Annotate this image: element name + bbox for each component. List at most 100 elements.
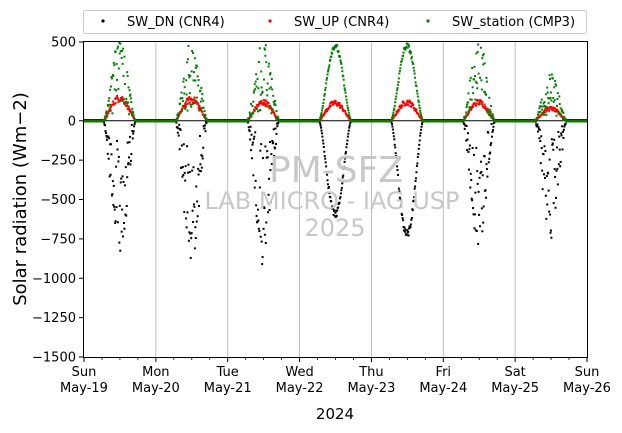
sw-station-point: [129, 97, 132, 100]
sw-station-point: [555, 84, 558, 87]
sw-dn-point: [479, 172, 482, 175]
sw-station-point: [125, 97, 128, 100]
sw-dn-point: [348, 124, 351, 127]
sw-dn-point: [270, 163, 273, 166]
sw-up-point: [126, 102, 129, 105]
sw-dn-point: [184, 165, 187, 168]
sw-dn-point: [270, 153, 273, 156]
sw-dn-point: [180, 144, 183, 147]
sw-station-point: [248, 118, 251, 121]
sw-station-point: [119, 50, 122, 53]
y-tick-label: −250: [40, 154, 76, 169]
sw-station-point: [194, 79, 197, 82]
sw-station-point: [193, 57, 196, 60]
sw-dn-point: [274, 143, 277, 146]
sw-station-point: [482, 63, 485, 66]
sw-up-point: [475, 104, 478, 107]
sw-up-point: [328, 106, 331, 109]
sw-station-point: [126, 74, 129, 77]
x-axis-title: 2024: [316, 405, 354, 423]
sw-station-point: [177, 113, 180, 116]
sw-station-point: [278, 119, 281, 122]
legend-marker-sw-up: [268, 19, 272, 23]
sw-dn-point: [334, 215, 337, 218]
sw-station-point: [320, 112, 323, 115]
sw-dn-point: [563, 125, 566, 128]
sw-station-point: [267, 65, 270, 68]
sw-dn-point: [543, 176, 546, 179]
sw-dn-point: [190, 232, 193, 235]
sw-dn-point: [563, 124, 566, 127]
sw-dn-point: [394, 146, 397, 149]
sw-station-point: [113, 88, 116, 91]
sw-dn-point: [561, 148, 564, 151]
sw-dn-point: [121, 208, 124, 211]
sw-dn-point: [558, 148, 561, 151]
sw-up-point: [392, 117, 395, 120]
sw-dn-point: [413, 187, 416, 190]
sw-up-point: [466, 113, 469, 116]
sw-station-point: [319, 115, 322, 118]
sw-station-point: [468, 106, 471, 109]
sw-dn-point: [195, 185, 198, 188]
sw-station-point: [421, 117, 424, 120]
sw-dn-point: [418, 143, 421, 146]
sw-dn-point: [192, 221, 195, 224]
sw-dn-point: [186, 211, 189, 214]
sw-dn-point: [341, 182, 344, 185]
sw-dn-point: [348, 126, 351, 129]
sw-up-point: [200, 109, 203, 112]
sw-dn-point: [108, 175, 111, 178]
sw-dn-point: [554, 206, 557, 209]
y-axis-title: Solar radiation (Wm−2): [10, 92, 31, 306]
sw-up-point: [104, 116, 107, 119]
sw-up-point: [184, 102, 187, 105]
sw-dn-point: [112, 203, 115, 206]
x-tick-label-day: Tue: [216, 365, 239, 380]
sw-up-point: [344, 111, 347, 114]
sw-dn-point: [476, 170, 479, 173]
sw-station-point: [346, 106, 349, 109]
sw-up-point: [268, 107, 271, 110]
sw-station-point: [394, 98, 397, 101]
sw-station-point: [417, 101, 420, 104]
sw-dn-point: [182, 143, 185, 146]
sw-station-point: [192, 52, 195, 55]
sw-dn-point: [397, 187, 400, 190]
sw-station-point: [132, 111, 135, 114]
sw-dn-point: [118, 241, 121, 244]
sw-station-point: [112, 74, 115, 77]
sw-station-point: [407, 43, 410, 46]
sw-up-point: [116, 98, 119, 101]
sw-up-point: [484, 105, 487, 108]
sw-station-point: [553, 86, 556, 89]
sw-dn-point: [274, 147, 277, 150]
sw-station-point: [266, 94, 269, 97]
sw-dn-point: [485, 167, 488, 170]
sw-up-point: [490, 115, 493, 118]
sw-dn-point: [107, 135, 110, 138]
sw-dn-point: [197, 173, 200, 176]
sw-up-point: [265, 103, 268, 106]
sw-station-point: [415, 89, 418, 92]
sw-dn-point: [406, 229, 409, 232]
sw-up-point: [187, 97, 190, 100]
sw-up-point: [335, 102, 338, 105]
sw-dn-point: [487, 131, 490, 134]
sw-station-point: [475, 52, 478, 55]
sw-station-point: [186, 58, 189, 61]
sw-station-point: [480, 88, 483, 91]
sw-dn-point: [545, 174, 548, 177]
sw-dn-point: [262, 227, 265, 230]
sw-station-point: [469, 76, 472, 79]
sw-up-point: [329, 102, 332, 105]
sw-station-point: [342, 78, 345, 81]
sw-station-point: [334, 46, 337, 49]
sw-dn-point: [398, 190, 401, 193]
sw-dn-point: [399, 205, 402, 208]
sw-up-point: [473, 102, 476, 105]
sw-dn-point: [123, 184, 126, 187]
sw-station-point: [128, 89, 131, 92]
sw-dn-point: [490, 122, 493, 125]
